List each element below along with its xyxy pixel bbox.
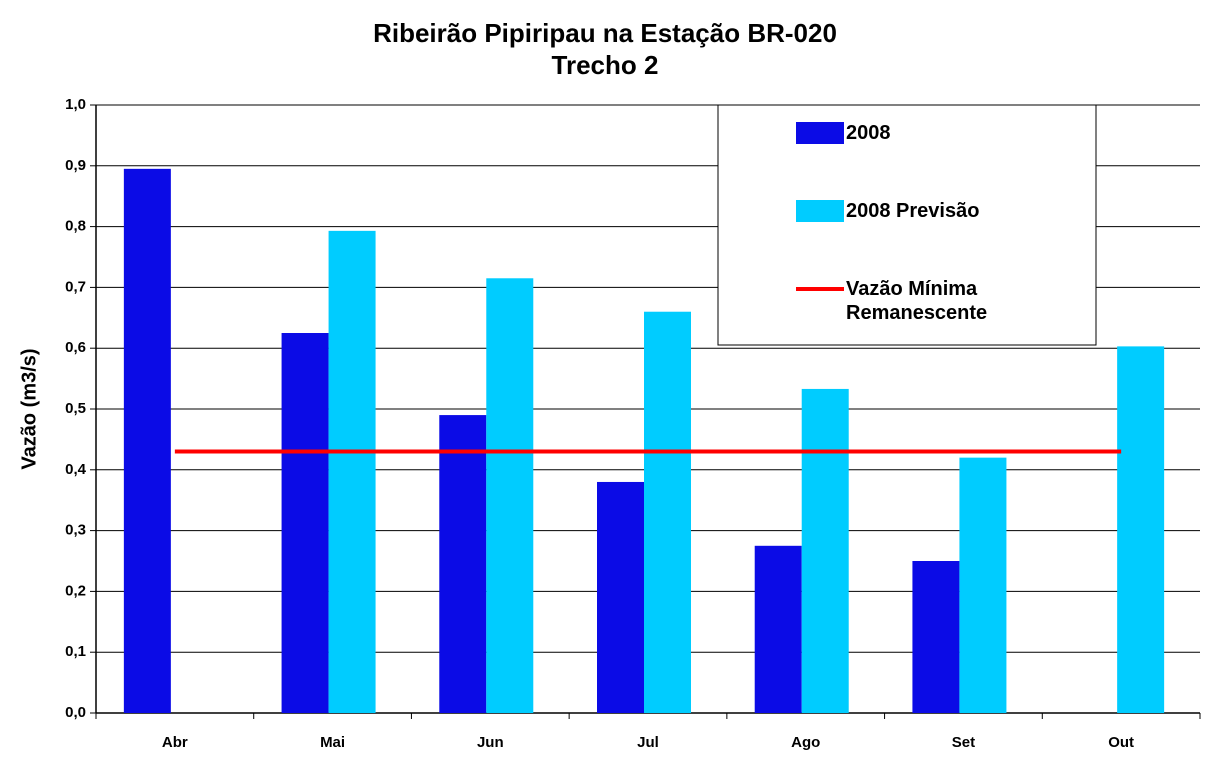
legend-label: 2008 <box>846 122 891 144</box>
legend-entry: Vazão Mínima Remanescente <box>846 278 988 324</box>
y-tick-label: 0,2 <box>65 582 86 599</box>
y-tick-label: 0,1 <box>65 643 86 660</box>
bar <box>1117 346 1165 713</box>
x-tick-label: Ago <box>791 734 820 751</box>
x-tick-label: Jul <box>637 734 659 751</box>
chart-title: Ribeirão Pipiripau na Estação BR-020 <box>373 18 837 48</box>
legend-entry: 2008 Previsão <box>846 200 980 222</box>
bar <box>912 561 960 713</box>
bar <box>959 457 1007 713</box>
bar <box>328 230 376 713</box>
y-tick-label: 0,8 <box>65 218 86 235</box>
y-tick-label: 0,0 <box>65 704 86 721</box>
y-tick-label: 0,5 <box>65 400 86 417</box>
x-tick-label: Abr <box>162 734 188 751</box>
legend-entry: 2008 <box>846 122 891 144</box>
bar <box>281 333 329 713</box>
y-tick-label: 0,3 <box>65 522 86 539</box>
y-axis-label: Vazão (m3/s) <box>18 348 40 469</box>
x-tick-label: Set <box>952 734 975 751</box>
legend-swatch <box>796 200 844 222</box>
y-tick-label: 0,4 <box>65 461 87 478</box>
bar <box>801 388 849 713</box>
bar <box>439 415 487 713</box>
bar <box>486 278 534 713</box>
chart-subtitle: Trecho 2 <box>552 50 659 80</box>
x-tick-label: Mai <box>320 734 345 751</box>
y-tick-label: 0,7 <box>65 278 86 295</box>
legend-label: 2008 Previsão <box>846 200 980 222</box>
bar <box>597 481 644 713</box>
bar <box>754 545 802 713</box>
y-tick-label: 1,0 <box>65 96 86 113</box>
legend-swatch <box>796 122 844 144</box>
y-tick-label: 0,6 <box>65 339 86 356</box>
legend-box <box>717 104 1097 346</box>
bar <box>123 168 171 714</box>
x-tick-label: Out <box>1108 734 1134 751</box>
y-tick-label: 0,9 <box>65 157 86 174</box>
x-tick-label: Jun <box>477 734 504 751</box>
bar <box>644 311 691 713</box>
legend-label: Vazão Mínima Remanescente <box>846 278 988 324</box>
